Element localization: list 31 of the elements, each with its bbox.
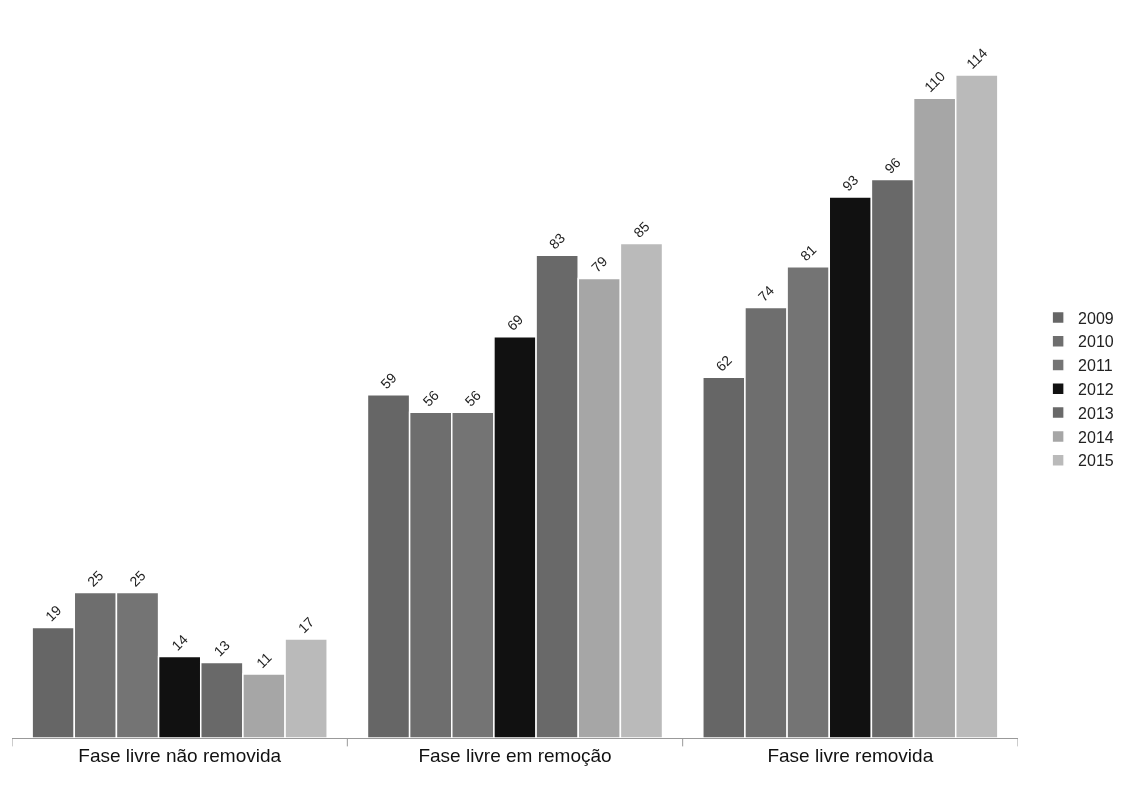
- data-label: 25: [126, 567, 149, 590]
- data-label: 81: [796, 241, 820, 264]
- x-tick-label: Fase livre não removida: [78, 744, 282, 766]
- data-label: 13: [210, 636, 234, 660]
- data-label: 19: [41, 602, 65, 625]
- legend-label: 2015: [1078, 452, 1114, 470]
- data-label: 110: [921, 67, 949, 96]
- data-label: 69: [503, 311, 527, 334]
- data-label: 96: [881, 154, 904, 177]
- data-label: 11: [253, 649, 275, 672]
- x-tick-label: Fase livre removida: [767, 744, 934, 766]
- legend-label: 2010: [1078, 333, 1114, 351]
- legend-label: 2012: [1078, 381, 1114, 399]
- data-label: 93: [839, 171, 862, 195]
- data-label: 17: [294, 613, 318, 637]
- legend-label: 2011: [1078, 357, 1113, 375]
- legend-label: 2014: [1078, 428, 1114, 446]
- data-label: 79: [588, 253, 611, 276]
- data-label: 56: [419, 386, 442, 410]
- data-label: 83: [545, 229, 569, 253]
- data-label: 85: [630, 218, 653, 241]
- data-label: 56: [461, 386, 485, 410]
- data-label: 14: [168, 631, 191, 654]
- data-label: 25: [84, 567, 107, 590]
- data-label: 114: [963, 44, 991, 72]
- data-label: 59: [377, 369, 400, 392]
- x-tick-label: Fase livre em remoção: [418, 744, 612, 766]
- legend-label: 2009: [1078, 309, 1114, 327]
- data-label: 62: [712, 351, 736, 375]
- data-label: 74: [754, 282, 778, 305]
- legend-label: 2013: [1078, 404, 1114, 422]
